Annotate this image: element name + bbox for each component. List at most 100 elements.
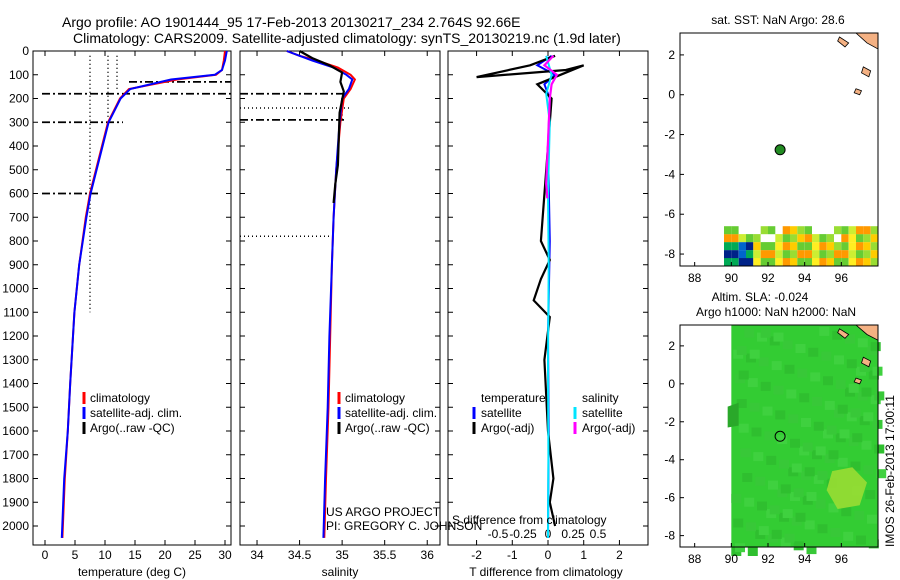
series-line-salinity-argo-adj- <box>542 55 559 199</box>
sst-cell <box>797 250 805 259</box>
sst-cell <box>848 234 856 243</box>
s-tick-label: -0.5 <box>488 527 509 541</box>
sst-map-axes <box>679 32 879 267</box>
land-batu <box>853 88 863 96</box>
sst-map-panel: sat. SST: NaN Argo: 28.6 88 90 92 94 96 2 0 -2 -… <box>664 13 879 285</box>
x-tick-label: 34.5 <box>288 548 312 562</box>
sst-cell <box>753 250 761 259</box>
x-tick-label: 0 <box>42 548 49 562</box>
sla-cell <box>784 364 795 374</box>
x-tick-label: 0 <box>545 548 552 562</box>
x-tick-label: 92 <box>761 271 775 285</box>
sla-cell <box>801 418 811 427</box>
sst-cell <box>856 258 864 266</box>
sla-cell <box>773 332 784 342</box>
legend-title-salinity: salinity <box>582 391 619 405</box>
sla-cell <box>850 461 861 471</box>
sst-cell <box>804 242 812 251</box>
salinity-legend-argo: Argo(..raw -QC) <box>345 421 430 435</box>
sst-cell <box>760 250 768 259</box>
y-tick-label: 800 <box>9 234 29 248</box>
sst-cell <box>760 226 768 235</box>
land-nias <box>861 66 872 78</box>
sst-cell <box>724 226 732 235</box>
difference-xlabel-salinity: S difference from climatology <box>452 513 607 527</box>
sla-cell <box>744 497 755 507</box>
sst-cell <box>775 250 783 259</box>
sla-cell <box>874 391 885 401</box>
salinity-axes <box>239 50 441 546</box>
y-tick-label: 700 <box>9 210 29 224</box>
sla-cell <box>757 501 767 511</box>
sst-cell <box>819 242 827 251</box>
sst-cell <box>841 250 849 259</box>
y-tick-label: -8 <box>664 529 675 543</box>
sst-cell <box>738 258 746 266</box>
sla-cell <box>735 543 745 553</box>
legend-sal-satellite: satellite <box>582 406 623 420</box>
header-line-2: Climatology: CARS2009. Satellite-adjuste… <box>73 30 621 46</box>
sla-cell <box>828 503 839 513</box>
sst-cell <box>731 234 739 243</box>
sst-map-ticks: 88 90 92 94 96 2 0 -2 -4 -6 -8 <box>664 48 848 285</box>
x-tick-label: 35 <box>335 548 349 562</box>
sst-cell <box>724 242 732 251</box>
sst-cell <box>826 242 834 251</box>
y-tick-label: 0 <box>22 44 29 58</box>
sla-cell <box>870 342 881 352</box>
salinity-panel: 34 34.5 35 35.5 36 salinity climatology sate… <box>239 50 482 579</box>
sst-cell <box>797 242 805 251</box>
sla-cell <box>845 334 855 344</box>
sst-cell <box>863 258 871 266</box>
sst-cell <box>731 250 739 259</box>
y-tick-label: 100 <box>9 68 29 82</box>
land-nias <box>861 356 872 368</box>
sla-cell <box>753 452 764 462</box>
sst-cell <box>841 242 849 251</box>
sla-cell <box>861 440 872 450</box>
sla-cell <box>828 450 839 460</box>
sla-cell <box>736 399 747 408</box>
sla-cell <box>812 397 822 407</box>
land-island <box>837 328 850 339</box>
sla-cell <box>817 524 828 534</box>
land-island <box>837 36 850 48</box>
sla-cell <box>760 328 771 338</box>
sst-cell <box>834 250 842 259</box>
sla-cell <box>867 514 877 524</box>
x-tick-label: 94 <box>798 271 812 285</box>
sla-cell <box>764 431 775 441</box>
sla-cell <box>784 533 795 543</box>
sst-cell <box>724 250 732 259</box>
temperature-xlabel: temperature (deg C) <box>78 565 186 579</box>
temperature-legend-argo: Argo(..raw -QC) <box>90 421 175 435</box>
legend-temp-satellite: satellite <box>481 406 522 420</box>
sla-cell <box>746 522 756 532</box>
temperature-lines <box>60 50 228 538</box>
y-tick-label: 200 <box>9 92 29 106</box>
series-line-climatology <box>61 50 226 538</box>
y-tick-label: 2000 <box>2 519 29 533</box>
sla-cell <box>799 393 810 403</box>
y-tick-label: -8 <box>664 247 675 261</box>
y-tick-label: 2 <box>668 48 675 62</box>
sla-cell <box>742 473 753 482</box>
y-tick-label: 1300 <box>2 353 29 367</box>
sst-cell <box>731 226 739 235</box>
y-tick-label: -6 <box>664 207 675 221</box>
y-tick-label: 900 <box>9 258 29 272</box>
x-tick-label: 30 <box>218 548 232 562</box>
sla-cell <box>795 344 806 353</box>
sst-cell <box>790 258 798 266</box>
sst-cell <box>753 234 761 243</box>
sla-cell <box>826 425 837 435</box>
sla-cell <box>762 406 773 416</box>
sla-cell <box>841 507 852 517</box>
sst-cell <box>768 242 776 251</box>
land-sumatra <box>854 32 879 50</box>
sst-cell <box>790 226 798 235</box>
sst-cell <box>775 242 783 251</box>
sla-cell <box>747 378 758 388</box>
sst-cell <box>746 258 754 266</box>
